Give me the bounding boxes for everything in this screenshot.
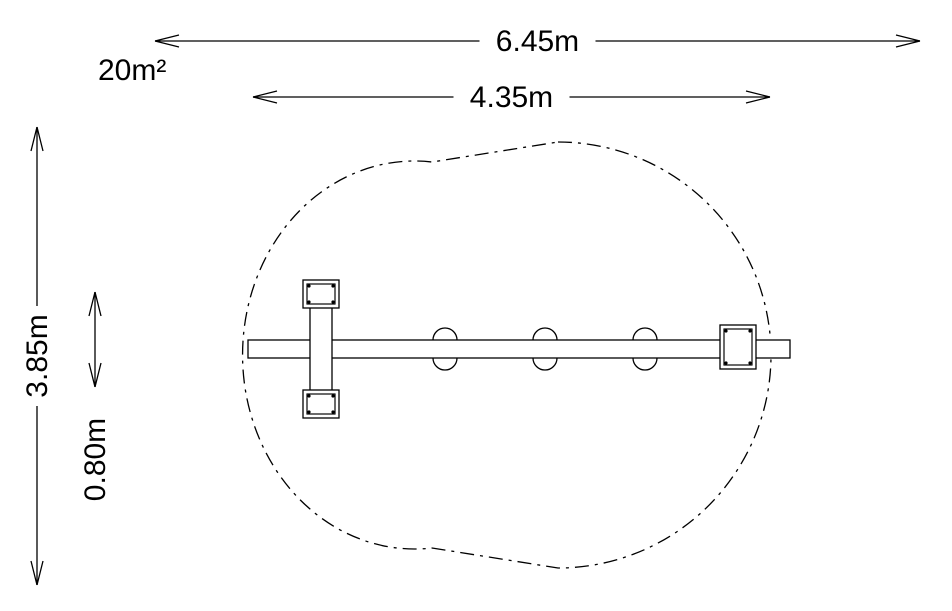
bolt-icon bbox=[331, 410, 334, 413]
technical-drawing: 6.45m 4.35m 20m² 3.85m 0.80m bbox=[0, 0, 952, 611]
bolt-icon bbox=[331, 300, 334, 303]
dim-label-top-outer: 6.45m bbox=[496, 25, 579, 58]
bolt-icon bbox=[748, 329, 751, 332]
bolt-icon bbox=[307, 394, 310, 397]
dimension-left-outer: 3.85m bbox=[21, 127, 54, 585]
bolt-icon bbox=[307, 300, 310, 303]
bolt-icon bbox=[724, 361, 727, 364]
bolt-icon bbox=[307, 410, 310, 413]
dim-label-top-inner: 4.35m bbox=[470, 81, 553, 114]
dim-label-left-outer: 3.85m bbox=[21, 314, 54, 397]
area-value: 20m² bbox=[98, 54, 166, 87]
bolt-icon bbox=[307, 284, 310, 287]
area-label: 20m² bbox=[98, 54, 166, 87]
bolt-icon bbox=[331, 284, 334, 287]
dimension-left-inner: 0.80m bbox=[79, 292, 112, 501]
bolt-icon bbox=[748, 361, 751, 364]
bolt-icon bbox=[724, 329, 727, 332]
dim-label-left-inner: 0.80m bbox=[79, 418, 112, 501]
dimension-top-outer: 6.45m bbox=[155, 25, 920, 58]
dimension-top-inner: 4.35m bbox=[253, 81, 770, 114]
equipment bbox=[248, 280, 790, 418]
bolt-icon bbox=[331, 394, 334, 397]
